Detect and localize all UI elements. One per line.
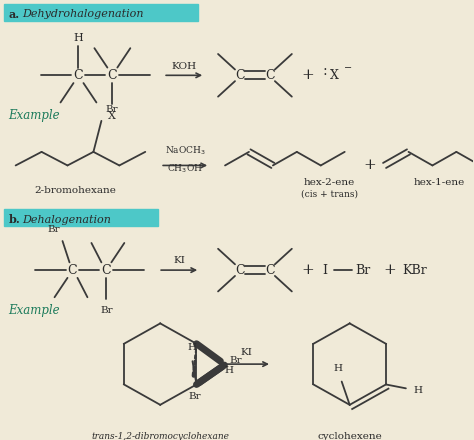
Text: H: H [187,344,196,352]
Text: H: H [73,33,83,44]
Text: cyclohexene: cyclohexene [317,432,382,440]
Text: C: C [101,264,111,277]
Text: I: I [322,264,327,277]
Text: Example: Example [9,304,60,317]
Text: 2-bromohexane: 2-bromohexane [35,186,117,195]
Text: X: X [330,69,339,82]
Text: H: H [224,366,233,375]
Text: +: + [301,263,314,277]
Text: KI: KI [173,256,185,265]
Text: hex-1-ene: hex-1-ene [414,178,465,187]
Text: a.: a. [9,9,20,20]
Text: trans-1,2-dibromocyclohexane: trans-1,2-dibromocyclohexane [91,432,229,440]
Text: CH$_3$OH: CH$_3$OH [167,162,203,175]
Text: C: C [265,264,275,277]
Text: b.: b. [9,214,20,225]
Text: hex-2-ene: hex-2-ene [304,178,356,187]
Text: Example: Example [9,109,60,121]
Text: Dehalogenation: Dehalogenation [23,215,111,225]
Text: Br: Br [229,356,242,365]
Text: +: + [363,158,376,172]
Text: Br: Br [188,392,201,401]
Text: NaOCH$_3$: NaOCH$_3$ [164,145,206,158]
Text: C: C [68,264,77,277]
Bar [4,4,198,21]
Text: C: C [73,69,83,82]
Text: H: H [414,386,423,395]
Text: C: C [235,69,245,82]
Text: X: X [109,111,116,121]
Text: Br: Br [48,225,61,234]
Text: C: C [235,264,245,277]
Bar [4,209,158,227]
Text: KOH: KOH [172,62,197,71]
Text: C: C [108,69,117,82]
Text: C: C [265,69,275,82]
Text: H: H [333,364,342,373]
Text: +: + [301,68,314,82]
Text: Dehydrohalogenation: Dehydrohalogenation [23,9,144,19]
Text: +: + [383,263,396,277]
Text: Br: Br [100,306,113,315]
Text: −: − [344,64,352,73]
Text: Br: Br [355,264,370,277]
Text: (cis + trans): (cis + trans) [301,189,358,198]
Text: Br: Br [105,105,118,114]
Text: KBr: KBr [402,264,427,277]
Text: :: : [322,64,327,78]
Text: KI: KI [240,348,252,357]
